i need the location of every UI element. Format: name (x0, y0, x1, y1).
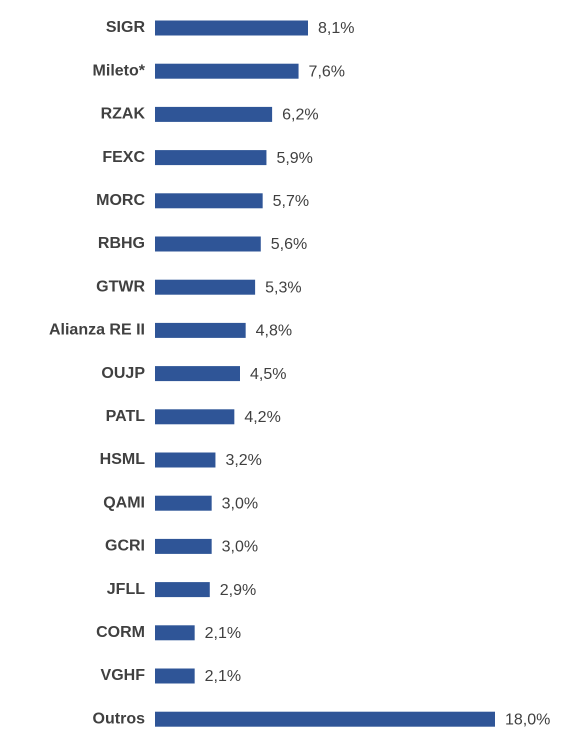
bar (155, 366, 240, 382)
value-label: 3,0% (222, 495, 258, 512)
bar (155, 668, 195, 684)
bar (155, 279, 256, 295)
value-label: 5,9% (276, 150, 312, 167)
category-label: PATL (106, 408, 146, 425)
category-label: Outros (93, 710, 146, 727)
category-label: GCRI (105, 538, 145, 555)
bar (155, 322, 246, 338)
bar (155, 582, 210, 598)
category-label: Alianza RE II (49, 322, 145, 339)
value-label: 7,6% (309, 63, 345, 80)
bar (155, 193, 263, 209)
category-label: RZAK (101, 106, 146, 123)
value-label: 5,3% (265, 279, 301, 296)
category-label: GTWR (96, 278, 145, 295)
bar (155, 150, 267, 166)
bar (155, 409, 235, 425)
bar (155, 452, 216, 468)
category-label: Mileto* (93, 62, 146, 79)
value-label: 3,2% (225, 452, 261, 469)
bar (155, 63, 299, 79)
bar (155, 495, 212, 511)
value-label: 2,9% (220, 582, 256, 599)
bar (155, 106, 273, 122)
category-label: HSML (100, 451, 146, 468)
value-label: 4,5% (250, 366, 286, 383)
category-label: FEXC (102, 149, 145, 166)
value-label: 6,2% (282, 107, 318, 124)
value-label: 2,1% (205, 668, 241, 685)
category-label: OUJP (101, 365, 145, 382)
value-label: 5,7% (273, 193, 309, 210)
value-label: 4,2% (244, 409, 280, 426)
value-label: 8,1% (318, 20, 354, 37)
category-label: QAMI (103, 494, 145, 511)
bar (155, 538, 212, 554)
value-label: 4,8% (256, 323, 292, 340)
category-label: MORC (96, 192, 145, 209)
category-label: CORM (96, 624, 145, 641)
bar (155, 625, 195, 641)
value-label: 2,1% (205, 625, 241, 642)
category-label: SIGR (106, 19, 146, 36)
bar (155, 236, 261, 252)
value-label: 3,0% (222, 539, 258, 556)
category-label: RBHG (98, 235, 145, 252)
value-label: 18,0% (505, 711, 550, 728)
bar (155, 711, 495, 727)
value-label: 5,6% (271, 236, 307, 253)
bar (155, 20, 308, 36)
category-label: VGHF (101, 667, 146, 684)
category-label: JFLL (107, 581, 145, 598)
